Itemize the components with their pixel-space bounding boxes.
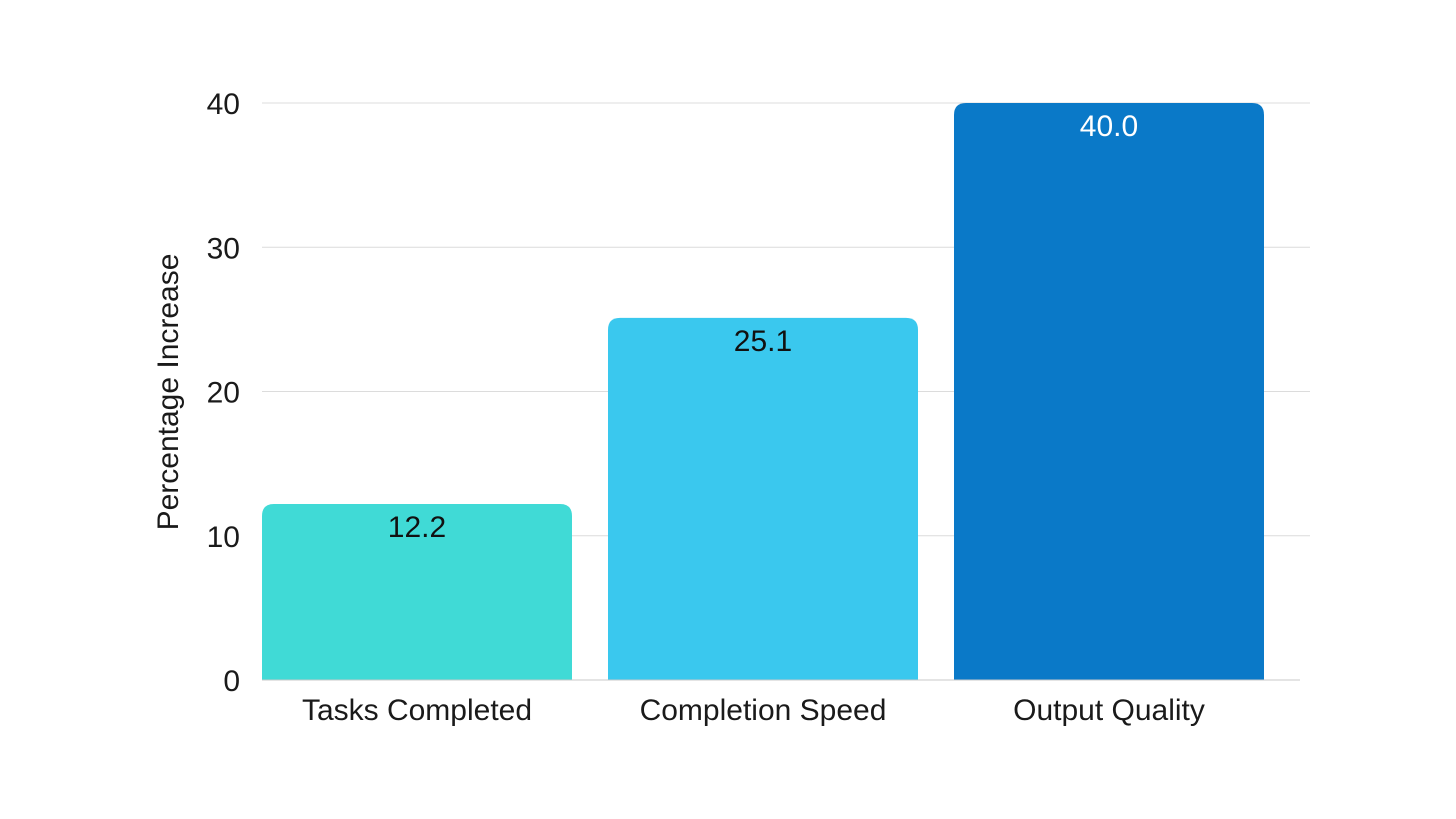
bars [262, 103, 1264, 680]
bar-tasks-completed [262, 504, 572, 680]
x-category-label: Output Quality [1013, 694, 1205, 727]
bar-completion-speed [608, 317, 918, 680]
data-label: 40.0 [1080, 110, 1138, 143]
bar-output-quality [954, 103, 1264, 680]
y-tick-label: 30 [207, 232, 240, 265]
y-tick-label: 0 [223, 665, 240, 698]
data-labels: 12.2 25.1 40.0 [388, 110, 1138, 544]
x-axis-categories: Tasks Completed Completion Speed Output Qu… [302, 694, 1205, 727]
y-axis-title: Percentage Increase [152, 254, 185, 531]
x-category-label: Tasks Completed [302, 694, 532, 727]
y-tick-label: 20 [207, 377, 240, 410]
y-tick-label: 10 [207, 521, 240, 554]
data-label: 25.1 [734, 325, 792, 358]
x-category-label: Completion Speed [640, 694, 887, 727]
y-tick-label: 40 [207, 88, 240, 121]
y-axis-ticks: 0 10 20 30 40 [207, 88, 240, 698]
data-label: 12.2 [388, 511, 446, 544]
